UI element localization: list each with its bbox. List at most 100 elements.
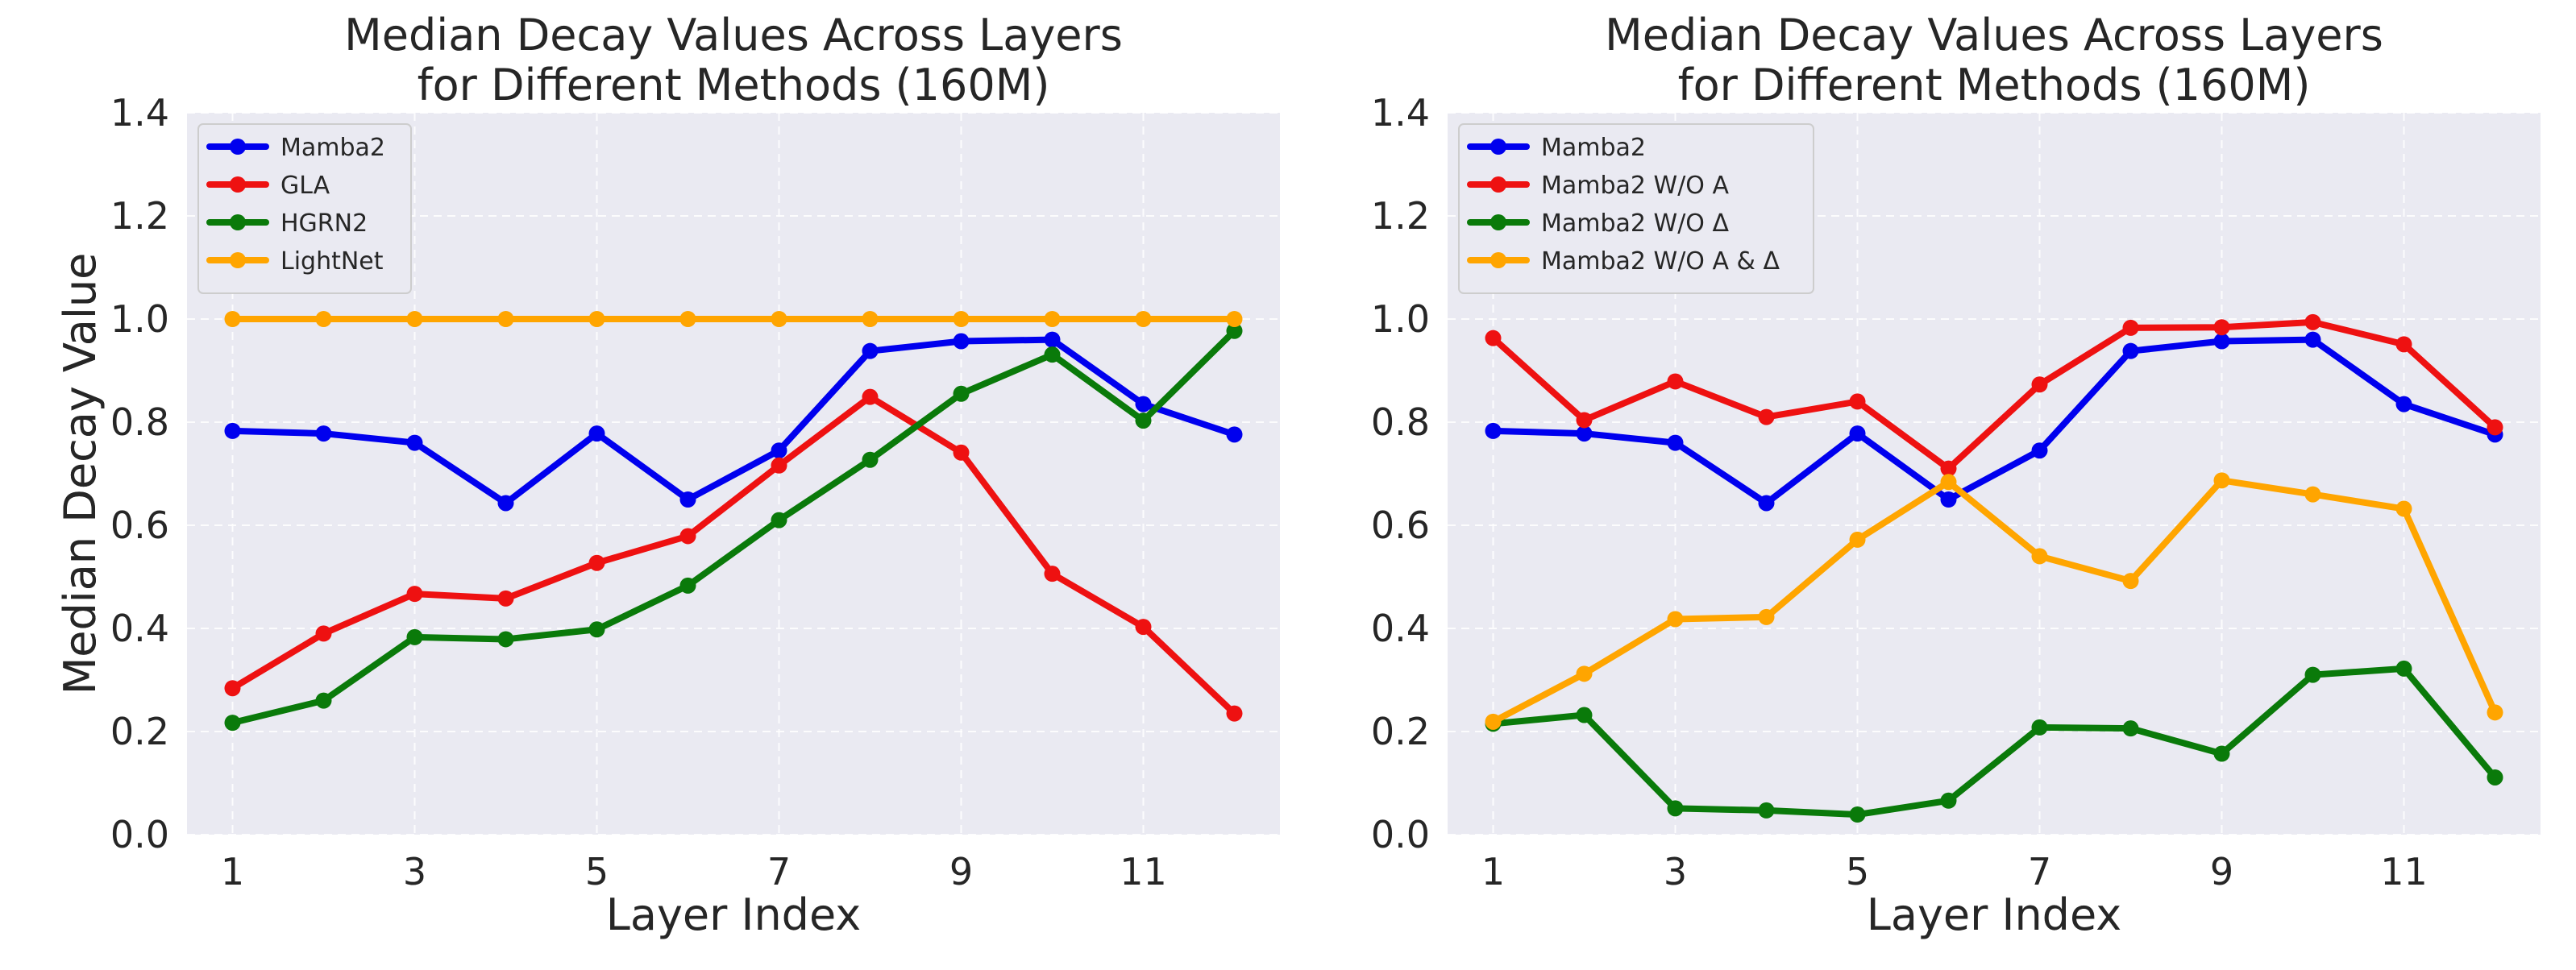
data-point (224, 422, 241, 439)
data-point (2395, 336, 2412, 353)
data-point (2213, 319, 2230, 336)
data-point (497, 631, 514, 648)
data-point (1044, 311, 1061, 327)
data-point (224, 311, 241, 327)
data-point (406, 586, 423, 603)
data-point (2487, 769, 2503, 786)
legend-label: Mamba2 W/O A (1541, 172, 1729, 200)
data-point (588, 621, 605, 638)
chart-left: 0.0 0.2 0.4 0.6 0.8 1.0 1.2 1.4 1 3 5 7 9 11 Median De… (55, 10, 1280, 940)
y-tick-label: 0.6 (1371, 504, 1430, 547)
data-point (1849, 393, 1866, 410)
data-point (1667, 800, 1684, 817)
data-point (2395, 660, 2412, 677)
data-point (315, 625, 332, 642)
data-point (1485, 330, 1502, 346)
data-point (1135, 412, 1152, 429)
data-point (2122, 342, 2139, 359)
chart-subtitle: for Different Methods (160M) (418, 60, 1050, 110)
y-tick-label: 1.2 (110, 194, 169, 238)
chart-right: 0.0 0.2 0.4 0.6 0.8 1.0 1.2 1.4 1 3 5 7 9 11 Median De… (55, 10, 2541, 940)
data-point (588, 425, 605, 442)
data-point (1940, 460, 1957, 477)
chart-subtitle: for Different Methods (160M) (1678, 60, 2311, 110)
data-point (2395, 500, 2412, 517)
data-point (1226, 322, 1243, 339)
data-point (1576, 665, 1593, 682)
data-point (771, 512, 787, 529)
data-point (2304, 666, 2321, 683)
x-tick-label: 7 (2028, 850, 2051, 893)
data-point (315, 692, 332, 709)
y-tick-label: 0.6 (110, 504, 169, 547)
x-tick-label: 11 (1120, 850, 1167, 893)
data-point (1135, 619, 1152, 636)
data-point (1044, 566, 1061, 582)
data-point (1576, 412, 1593, 429)
y-axis-label: Median Decay Value (55, 253, 106, 695)
legend-swatch-marker (230, 139, 246, 155)
data-point (2031, 442, 2048, 459)
data-point (2487, 419, 2503, 436)
legend-label: Mamba2 W/O A & Δ (1541, 247, 1780, 276)
data-point (1226, 311, 1243, 327)
data-point (1940, 792, 1957, 809)
legend-label: HGRN2 (280, 209, 368, 238)
legend (1458, 123, 1814, 294)
data-point (1758, 495, 1775, 512)
legend-label: LightNet (280, 247, 384, 276)
data-point (2304, 313, 2321, 330)
data-point (1485, 713, 1502, 730)
series-line-0 (229, 336, 1238, 507)
data-point (497, 311, 514, 327)
data-point (1576, 707, 1593, 723)
data-point (2304, 331, 2321, 348)
data-point (315, 311, 332, 327)
data-point (862, 342, 879, 359)
data-point (1667, 373, 1684, 390)
series-line-2 (1490, 665, 2499, 819)
x-tick-label: 1 (1481, 850, 1505, 893)
data-point (1226, 426, 1243, 443)
y-tick-label: 0.2 (1371, 710, 1430, 753)
x-tick-label: 7 (767, 850, 791, 893)
data-point (2487, 704, 2503, 721)
data-point (406, 628, 423, 645)
data-point (1849, 806, 1866, 823)
legend-label: Mamba2 (280, 134, 385, 162)
data-point (953, 333, 970, 350)
legend-swatch-marker (1490, 176, 1506, 193)
y-tick-label: 1.4 (1371, 91, 1430, 135)
data-point (679, 311, 696, 327)
data-point (862, 388, 879, 405)
x-tick-label: 11 (2380, 850, 2428, 893)
data-point (1940, 491, 1957, 508)
legend-swatch-marker (230, 214, 246, 230)
data-point (953, 385, 970, 402)
x-tick-label: 1 (221, 850, 244, 893)
data-point (406, 434, 423, 451)
data-point (862, 311, 879, 327)
series-line-2 (229, 327, 1238, 727)
data-point (771, 442, 787, 459)
x-tick-label: 5 (585, 850, 609, 893)
legend-label: Mamba2 (1541, 134, 1646, 162)
legend-swatch-marker (1490, 214, 1506, 230)
data-point (953, 444, 970, 461)
data-point (1667, 434, 1684, 451)
y-tick-label: 0.0 (1371, 813, 1430, 856)
data-point (2122, 319, 2139, 336)
y-tick-label: 0.4 (1371, 607, 1430, 650)
chart-title: Median Decay Values Across Layers (1605, 10, 2383, 60)
data-point (1135, 396, 1152, 412)
data-point (1758, 608, 1775, 625)
chart-title: Median Decay Values Across Layers (344, 10, 1123, 60)
y-axis-label: Median Decay Value (55, 253, 106, 695)
data-point (1758, 408, 1775, 425)
x-tick-label: 3 (1664, 850, 1687, 893)
data-point (1135, 311, 1152, 327)
data-point (588, 311, 605, 327)
data-point (771, 311, 787, 327)
data-point (2122, 720, 2139, 737)
